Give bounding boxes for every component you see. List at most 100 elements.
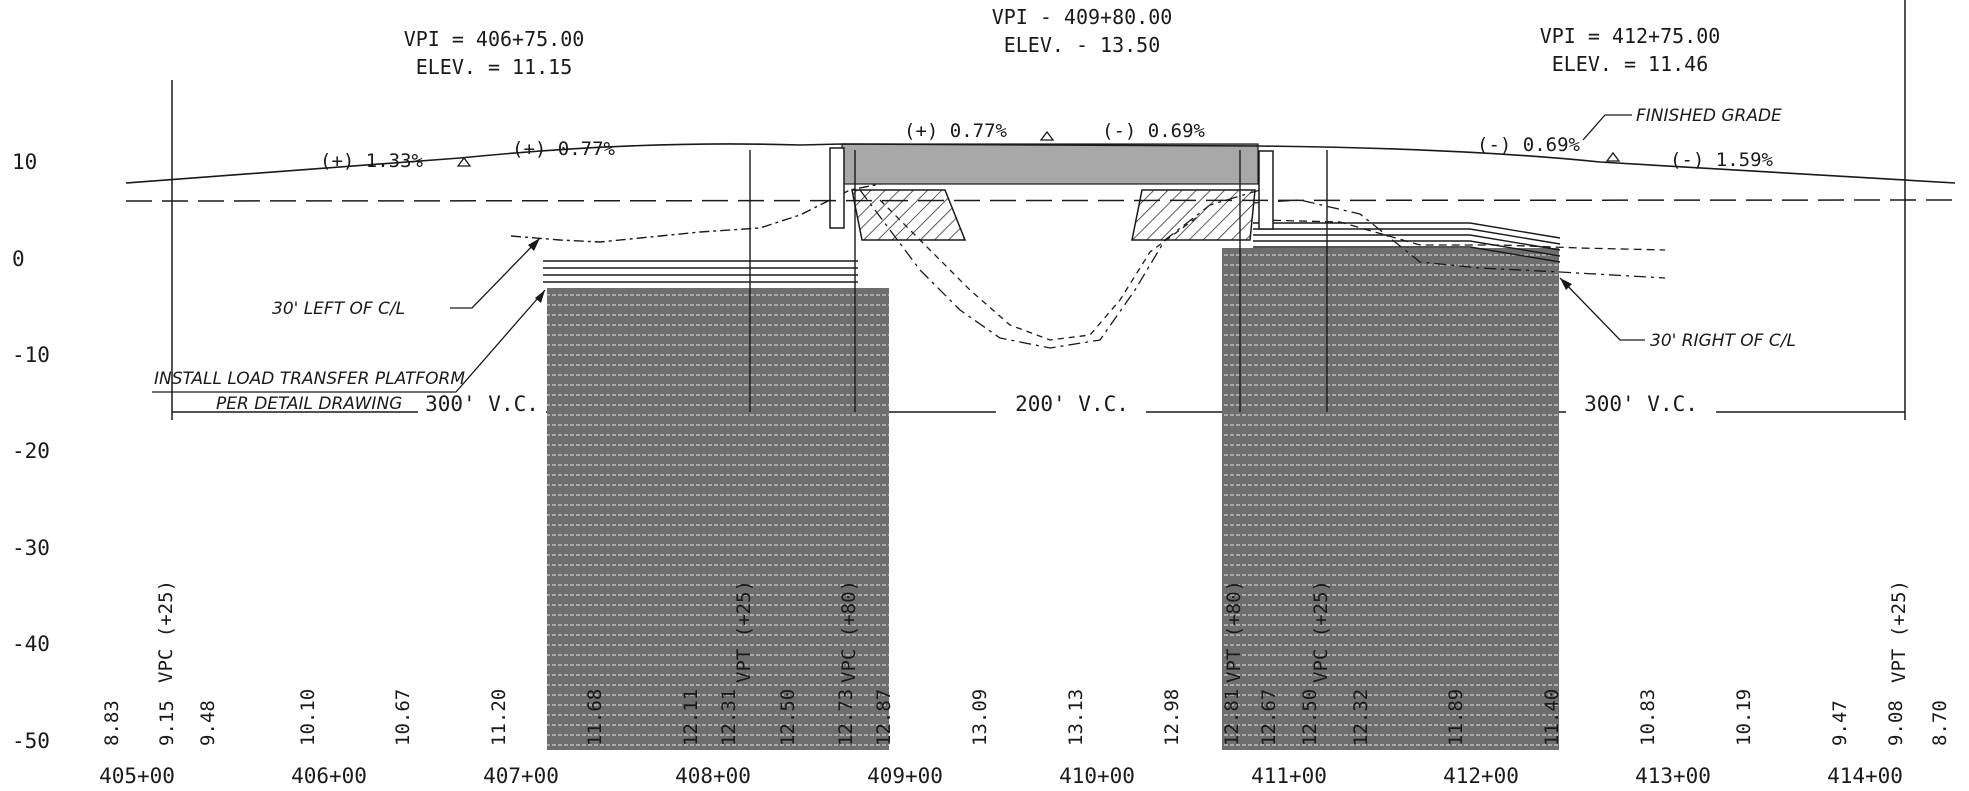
grade-elevation-11: 12.87 (873, 689, 895, 746)
grade-elevation-8: 12.31 (718, 689, 740, 746)
right-offset-arrow (1560, 278, 1572, 290)
grade-elevation-3: 10.10 (297, 689, 319, 746)
grade-elevation-2: 9.48 (197, 700, 219, 746)
station-413: 413+00 (1635, 764, 1711, 788)
station-411: 411+00 (1251, 764, 1327, 788)
existing-grade-dashed-line (125, 199, 1956, 202)
grade-elevation-17: 12.50 (1299, 689, 1321, 746)
grade-elevation-21: 10.83 (1637, 689, 1659, 746)
grade-label-4: (-) 0.69% (1102, 120, 1206, 142)
platform-note-line1: INSTALL LOAD TRANSFER PLATFORM (154, 369, 465, 389)
abutment-fill-left (851, 189, 967, 241)
vpi-1-elevation: ELEV. = 11.15 (416, 55, 573, 79)
platform-layers-left (543, 260, 858, 283)
grade-elevation-5: 11.20 (488, 689, 510, 746)
existing-ground-dashed (879, 199, 1201, 341)
grade-label-3: (+) 0.77% (904, 120, 1008, 142)
vc-label-3: 300' V.C. (1584, 392, 1698, 416)
grade-elevation-20: 11.40 (1541, 689, 1563, 746)
grade-label-5: (-) 0.69% (1477, 134, 1581, 156)
elev-tick-minus10: -10 (12, 343, 50, 367)
elev-tick-minus30: -30 (12, 536, 50, 560)
grade-elevation-22: 10.19 (1733, 689, 1755, 746)
grade-elevation-23: 9.47 (1829, 700, 1851, 746)
grade-elevation-4: 10.67 (392, 689, 414, 746)
grade-elevation-6: 11.68 (584, 689, 606, 746)
platform-note-line2: PER DETAIL DRAWING (216, 394, 402, 414)
curve-point-4: VPC (+25) (1310, 580, 1332, 683)
curve-point-0: VPC (+25) (155, 580, 177, 683)
elev-tick-minus20: -20 (12, 439, 50, 463)
abutment-wall-left (829, 147, 845, 229)
vc-label-2: 200' V.C. (1015, 392, 1129, 416)
platform-note-arrow (535, 290, 545, 303)
station-406: 406+00 (291, 764, 367, 788)
elevation-axis: 10 0 -10 -20 -30 -40 -50 (12, 150, 50, 753)
vpi-2-station: VPI - 409+80.00 (992, 5, 1173, 29)
grade-elevation-24: 9.08 (1885, 700, 1907, 746)
grade-elevation-25: 8.70 (1929, 700, 1951, 746)
elev-tick-10: 10 (12, 150, 37, 174)
grade-elevation-7: 12.11 (680, 689, 702, 746)
right-offset-label: 30' RIGHT OF C/L (1650, 331, 1796, 351)
grade-elevation-15: 12.81 (1221, 689, 1243, 746)
pile-block-left (547, 288, 889, 750)
grade-elevation-9: 12.50 (777, 689, 799, 746)
vpi-2-elevation: ELEV. - 13.50 (1004, 33, 1161, 57)
curve-point-1: VPT (+25) (733, 580, 755, 683)
pvi-triangle-1 (456, 156, 472, 167)
station-410: 410+00 (1059, 764, 1135, 788)
left-offset-label: 30' LEFT OF C/L (272, 299, 405, 319)
vpi-label-3: VPI = 412+75.00 ELEV. = 11.46 (1540, 24, 1721, 76)
platform-note-leader (455, 289, 546, 393)
curve-point-labels: VPC (+25) VPT (+25) VPC (+80) VPT (+80) VPC … (155, 580, 1910, 683)
elev-tick-0: 0 (12, 247, 25, 271)
finished-grade-line (125, 143, 1956, 184)
grade-label-6: (-) 1.59% (1670, 149, 1774, 171)
grade-elevation-0: 8.83 (101, 700, 123, 746)
abutment-fill-right (1131, 189, 1256, 241)
grade-elevation-12: 13.09 (969, 689, 991, 746)
vpi-1-station: VPI = 406+75.00 (404, 27, 585, 51)
bridge-deck (841, 143, 1259, 185)
station-axis: 405+00 406+00 407+00 408+00 409+00 410+0… (99, 764, 1903, 788)
station-409: 409+00 (867, 764, 943, 788)
finished-grade-label: FINISHED GRADE (1636, 106, 1782, 126)
grade-elevation-1: 9.15 (156, 700, 178, 746)
grade-elevation-10: 12.73 (835, 689, 857, 746)
grade-elevation-labels: 8.83 9.15 9.48 10.10 10.67 11.20 11.68 12.11 12.… (101, 689, 1951, 746)
station-414: 414+00 (1827, 764, 1903, 788)
vc-brackets (749, 150, 1328, 412)
station-407: 407+00 (483, 764, 559, 788)
grade-elevation-19: 11.89 (1445, 689, 1467, 746)
pile-block-right (1222, 248, 1559, 750)
pvi-triangle-3 (1605, 151, 1621, 162)
elev-tick-minus50: -50 (12, 729, 50, 753)
station-405: 405+00 (99, 764, 175, 788)
grade-elevation-13: 13.13 (1065, 689, 1087, 746)
abutment-wall-right (1258, 150, 1274, 230)
elev-tick-minus40: -40 (12, 632, 50, 656)
station-408: 408+00 (675, 764, 751, 788)
station-412: 412+00 (1443, 764, 1519, 788)
curve-point-5: VPT (+25) (1888, 580, 1910, 683)
grade-label-1: (+) 1.33% (320, 150, 424, 172)
platform-layers-right (1253, 222, 1561, 263)
existing-ground-right (1252, 199, 1666, 279)
vpi-label-2: VPI - 409+80.00 ELEV. - 13.50 (992, 5, 1173, 57)
vpi-label-1: VPI = 406+75.00 ELEV. = 11.15 (404, 27, 585, 79)
left-offset-arrow (528, 238, 540, 251)
vpi-3-station: VPI = 412+75.00 (1540, 24, 1721, 48)
grade-label-2: (+) 0.77% (512, 138, 616, 160)
vpi-3-elevation: ELEV. = 11.46 (1552, 52, 1709, 76)
pvi-triangle-2 (1039, 130, 1055, 141)
grade-elevation-16: 12.67 (1258, 689, 1280, 746)
curve-point-3: VPT (+80) (1223, 580, 1245, 683)
left-offset-leader (450, 237, 541, 309)
vc-label-1: 300' V.C. (425, 392, 539, 416)
finished-grade-leader (1582, 114, 1632, 141)
right-offset-leader (1559, 277, 1645, 341)
grade-elevation-14: 12.98 (1161, 689, 1183, 746)
grade-elevation-18: 12.32 (1350, 689, 1372, 746)
